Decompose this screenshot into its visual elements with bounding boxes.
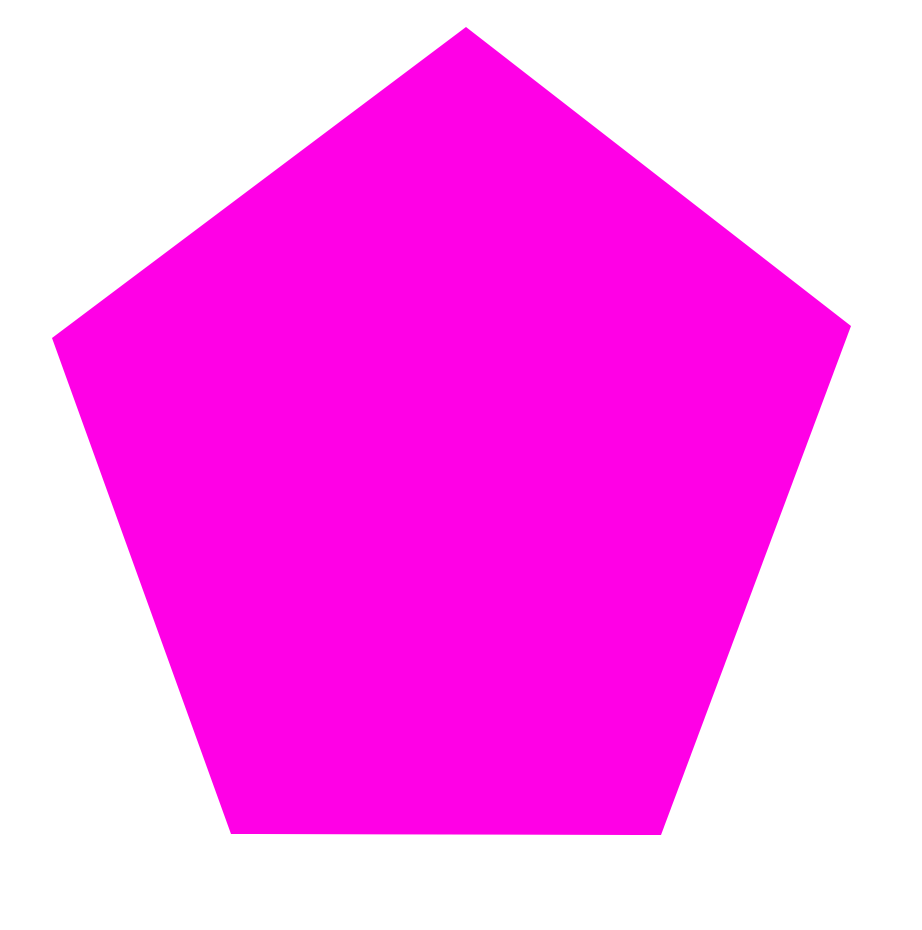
pentagon-shape bbox=[52, 27, 851, 835]
